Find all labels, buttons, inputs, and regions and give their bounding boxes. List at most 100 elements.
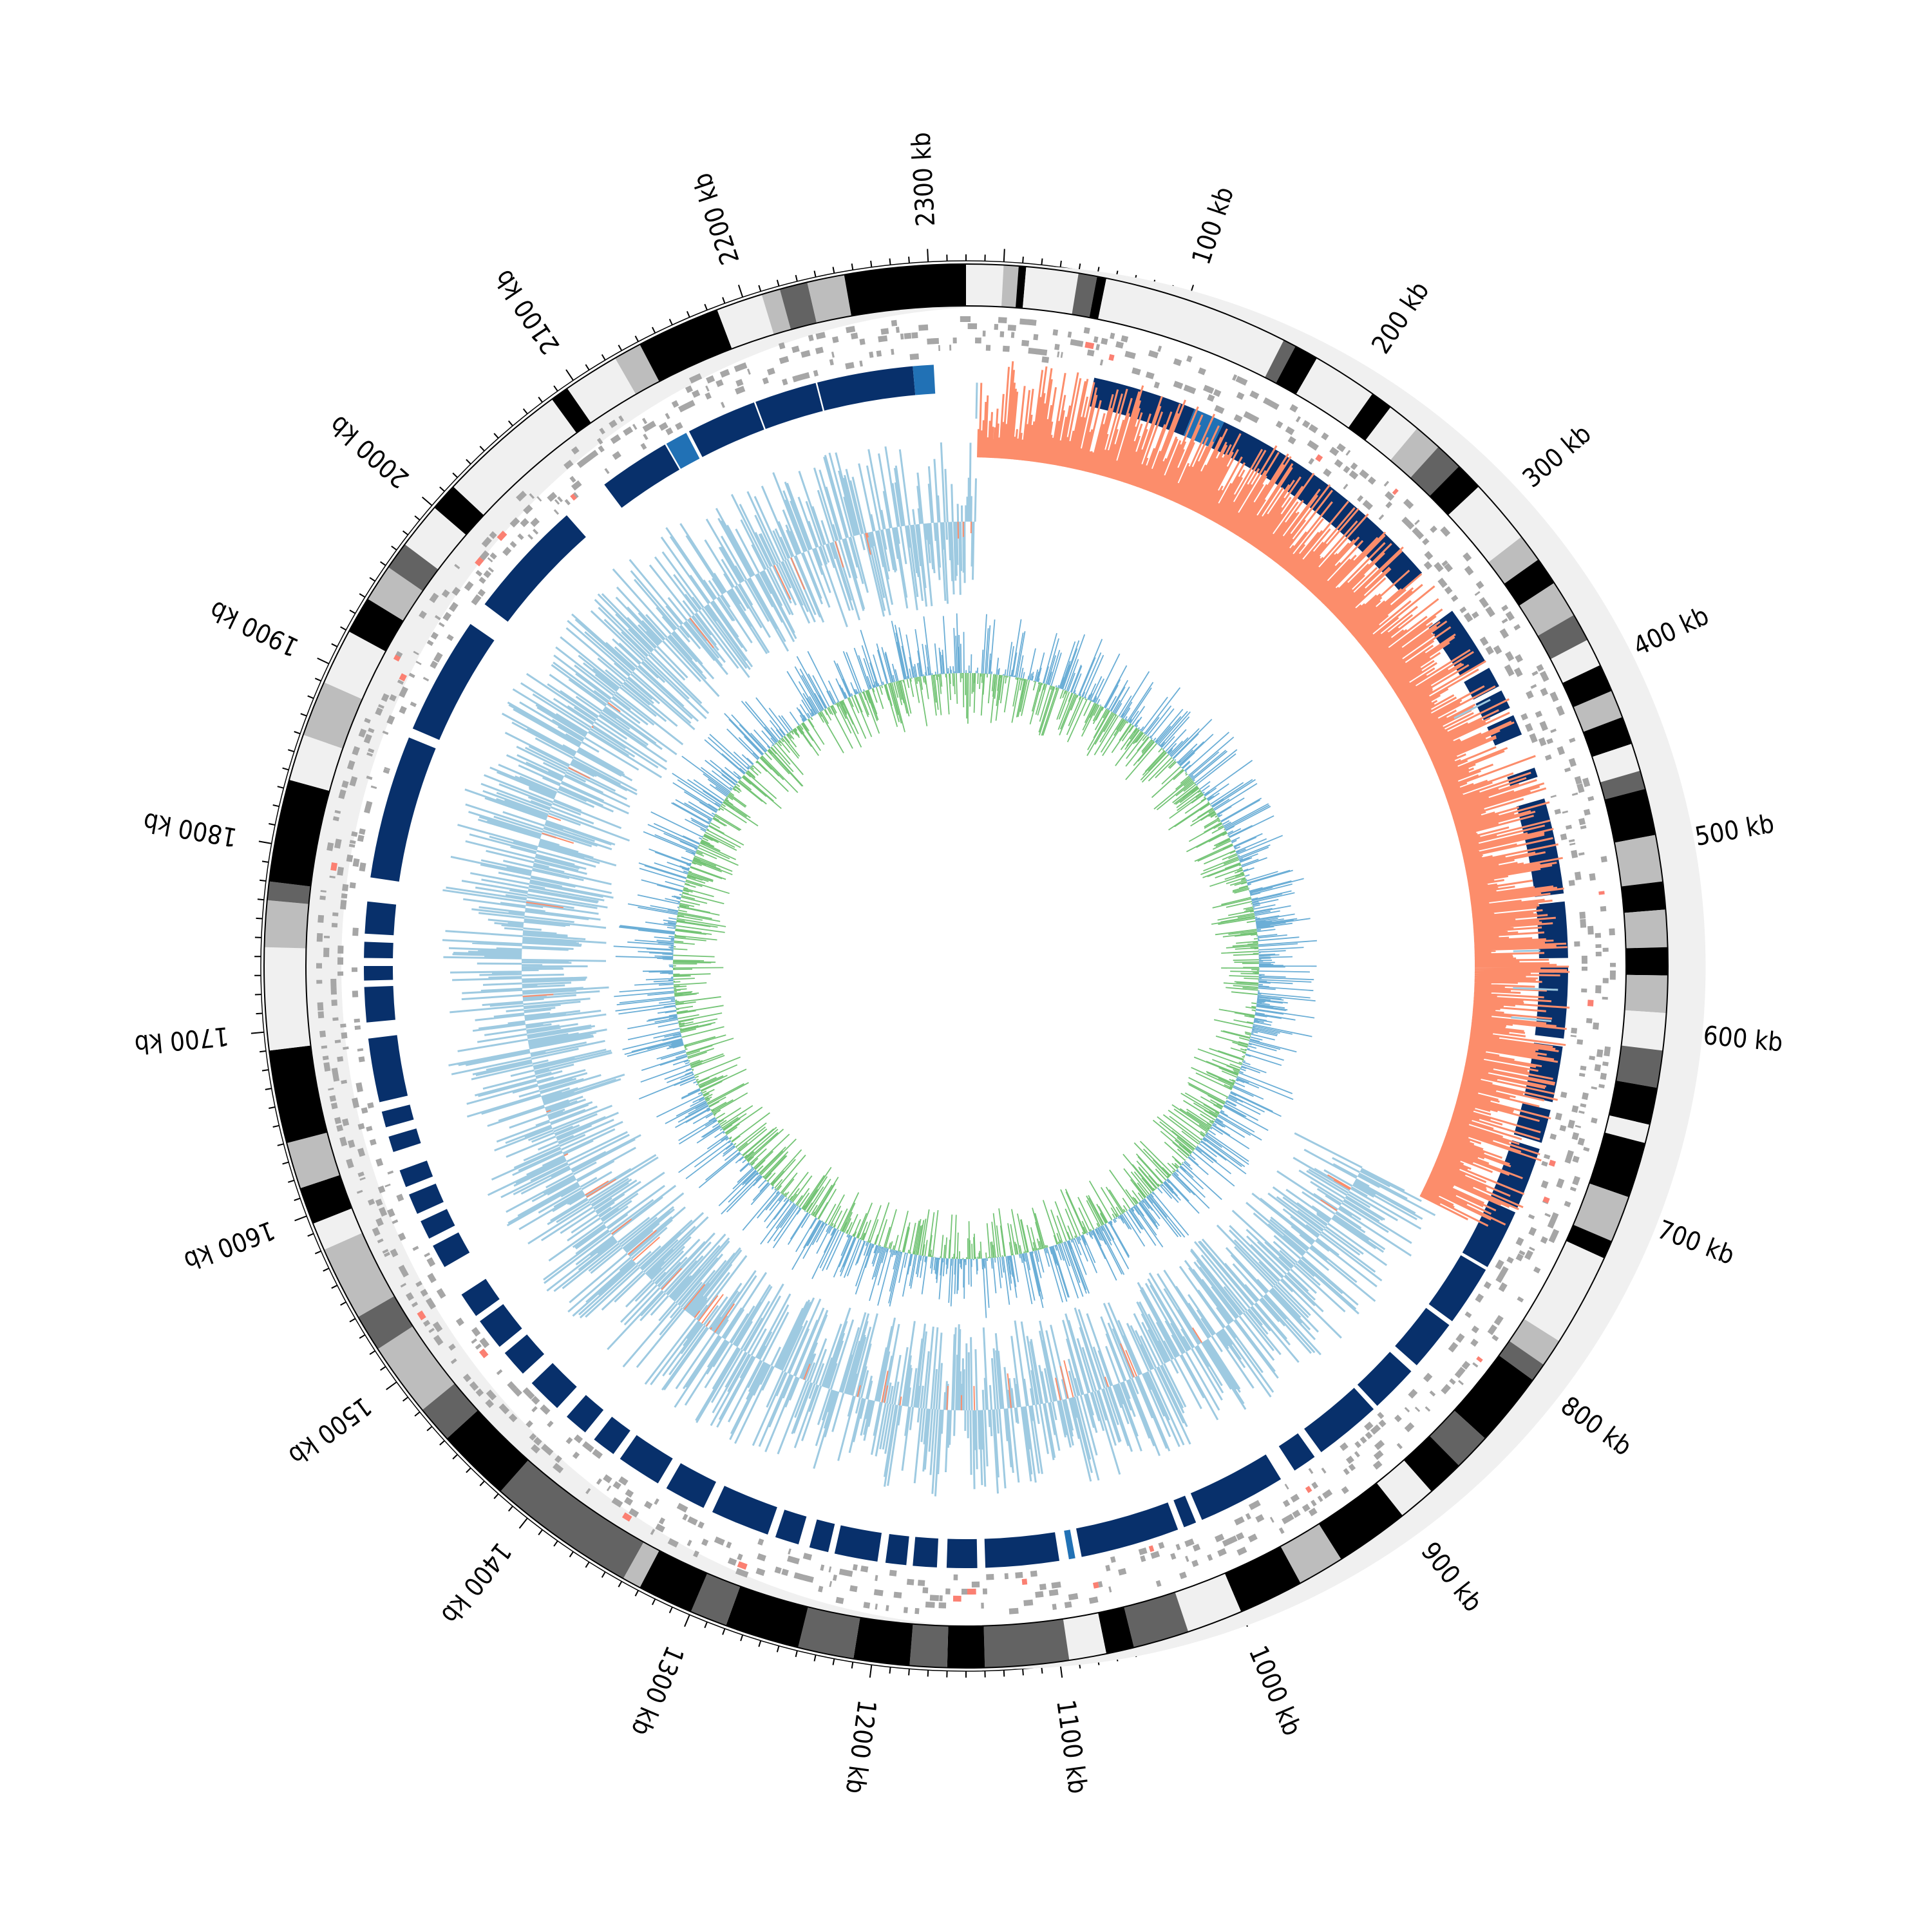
synteny-block (604, 444, 679, 508)
karyotype-band (551, 388, 591, 433)
karyotype-band (779, 282, 817, 330)
karyotype-band (404, 507, 466, 570)
synteny-block (834, 1525, 882, 1562)
karyotype-band (1519, 583, 1574, 636)
karyotype-band (1224, 1546, 1301, 1612)
synteny-block (531, 1363, 577, 1408)
synteny-block (594, 1416, 630, 1454)
tick-label: 600 kb (1702, 1021, 1785, 1057)
synteny-block (364, 986, 395, 1023)
karyotype-band (1573, 690, 1623, 732)
karyotype-band (1318, 1482, 1403, 1560)
karyotype-band (1390, 428, 1439, 478)
karyotype-band (1265, 340, 1296, 383)
synteny-block (885, 1533, 909, 1566)
karyotype-band-ring (263, 263, 1706, 1669)
karyotype-band (1410, 446, 1459, 497)
karyotype-band (909, 1624, 949, 1668)
synteny-block (1395, 1307, 1450, 1366)
karyotype-band (267, 881, 311, 904)
synteny-block (433, 1232, 470, 1267)
karyotype-band (1509, 1318, 1560, 1365)
synteny-block (712, 1486, 777, 1535)
skew-spike (975, 383, 978, 419)
skew-positive-series (977, 361, 1570, 1227)
karyotype-band (1089, 276, 1107, 319)
skew-spike (1511, 1016, 1552, 1023)
karyotype-band (1448, 486, 1522, 563)
karyotype-band (1566, 1224, 1612, 1259)
karyotype-band (1124, 1592, 1189, 1648)
tick-label: 1800 kb (141, 806, 239, 852)
karyotype-band (1276, 346, 1317, 395)
karyotype-band (1621, 881, 1666, 913)
karyotype-band (1573, 1183, 1629, 1242)
karyotype-band (453, 399, 577, 515)
synteny-block (504, 1334, 545, 1374)
synteny-block (364, 966, 393, 981)
synteny-block (1064, 1530, 1075, 1560)
karyotype-band (1403, 1435, 1459, 1492)
karyotype-band (1609, 1080, 1658, 1125)
synteny-block (1075, 1502, 1179, 1557)
synteny-block (984, 1532, 1060, 1568)
karyotype-band (1296, 358, 1373, 428)
synteny-block (412, 623, 495, 740)
karyotype-band (446, 1410, 529, 1492)
skew-spike (1513, 987, 1558, 991)
synteny-block (381, 1104, 414, 1128)
karyotype-band (377, 1326, 455, 1410)
tick-label: 1100 kb (1050, 1698, 1092, 1796)
synteny-block (688, 402, 764, 457)
karyotype-band (1624, 974, 1668, 1014)
synteny-block (566, 1395, 604, 1433)
tick-label: 100 kb (1186, 183, 1240, 268)
karyotype-band (324, 631, 386, 699)
karyotype-band (1504, 559, 1555, 606)
synteny-block (817, 366, 916, 411)
karyotype-band (1429, 1410, 1486, 1466)
karyotype-band (966, 264, 1004, 307)
karyotype-band (263, 947, 311, 1051)
synteny-block (913, 365, 936, 395)
synteny-block (666, 433, 700, 469)
tick-label: 1400 kb (435, 1537, 516, 1629)
karyotype-band (1365, 407, 1417, 460)
karyotype-band (1537, 615, 1588, 659)
synteny-block (1190, 1454, 1282, 1520)
tick-label: 1900 kb (205, 594, 303, 661)
tick-label: 2000 kb (324, 410, 415, 494)
karyotype-band (853, 1617, 913, 1666)
synteny-block (666, 1463, 716, 1508)
karyotype-band (1348, 393, 1391, 440)
synteny-block (1475, 690, 1510, 721)
karyotype-band (269, 1045, 328, 1144)
karyotype-band (1583, 717, 1632, 757)
karyotype-band (300, 1175, 352, 1224)
tick-label: 2100 kb (489, 264, 566, 359)
karyotype-band (1616, 1045, 1663, 1088)
karyotype-band (500, 1460, 644, 1579)
gc-content-ring (613, 613, 1317, 1318)
synteny-block (1173, 1495, 1197, 1528)
karyotype-band (983, 1618, 1070, 1668)
karyotype-band (690, 1573, 741, 1626)
karyotype-band (1022, 267, 1079, 315)
synteny-block (620, 1435, 673, 1484)
synteny-block (1462, 1200, 1516, 1267)
karyotype-band (324, 1233, 395, 1317)
karyotype-band (434, 486, 484, 535)
karyotype-band (1600, 770, 1645, 800)
karyotype-band (1098, 1607, 1134, 1654)
karyotype-band (1175, 1573, 1242, 1632)
tick-label: 2300 kb (906, 131, 941, 227)
karyotype-band (1429, 466, 1479, 515)
synteny-block (1513, 1103, 1551, 1143)
karyotype-band (1625, 947, 1668, 976)
skew-spike (1454, 699, 1491, 719)
karyotype-band (623, 1542, 659, 1588)
tick-label: 1500 kb (283, 1391, 377, 1471)
karyotype-band (422, 1383, 478, 1439)
karyotype-band (1015, 266, 1027, 308)
karyotype-band (798, 1607, 860, 1659)
